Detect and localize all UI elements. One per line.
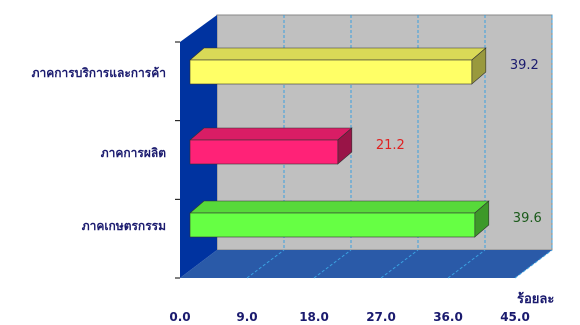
value-label: 39.2	[510, 58, 539, 73]
grid-line	[380, 249, 419, 279]
category-label: ภาคการบริการและการค้า	[32, 66, 166, 80]
value-labels: 39.2 21.2 39.6	[376, 58, 542, 226]
grid-line	[447, 249, 486, 279]
grid-line	[313, 249, 352, 279]
bar-top-face	[189, 200, 490, 214]
chart-floor	[180, 250, 552, 278]
x-tick-label: 0.0	[169, 310, 190, 324]
bar-top-face	[189, 127, 353, 141]
bars	[189, 47, 490, 238]
x-axis-unit-label: ร้อยละ	[517, 291, 554, 307]
value-label: 21.2	[376, 138, 405, 153]
bar	[189, 127, 353, 165]
category-label: ภาคการผลิต	[101, 146, 167, 160]
x-tick-label: 18.0	[299, 310, 329, 324]
grid-line	[514, 249, 553, 279]
x-axis-ticks: 0.0 9.0 18.0 27.0 36.0 45.0	[169, 310, 529, 324]
grid-line	[246, 249, 285, 279]
x-tick-label: 45.0	[500, 310, 530, 324]
x-tick-label: 27.0	[366, 310, 396, 324]
bar-front-face	[189, 139, 339, 165]
x-tick-label: 9.0	[236, 310, 257, 324]
bar-front-face	[189, 59, 473, 85]
bar-front-face	[189, 212, 476, 238]
bar-top-face	[189, 47, 487, 61]
category-axis: ภาคการบริการและการค้า ภาคการผลิต ภาคเกษต…	[32, 66, 167, 233]
x-tick-label: 36.0	[433, 310, 463, 324]
bar	[189, 47, 487, 85]
category-label: ภาคเกษตรกรรม	[82, 219, 166, 233]
value-label: 39.6	[513, 211, 542, 226]
bar	[189, 200, 490, 238]
